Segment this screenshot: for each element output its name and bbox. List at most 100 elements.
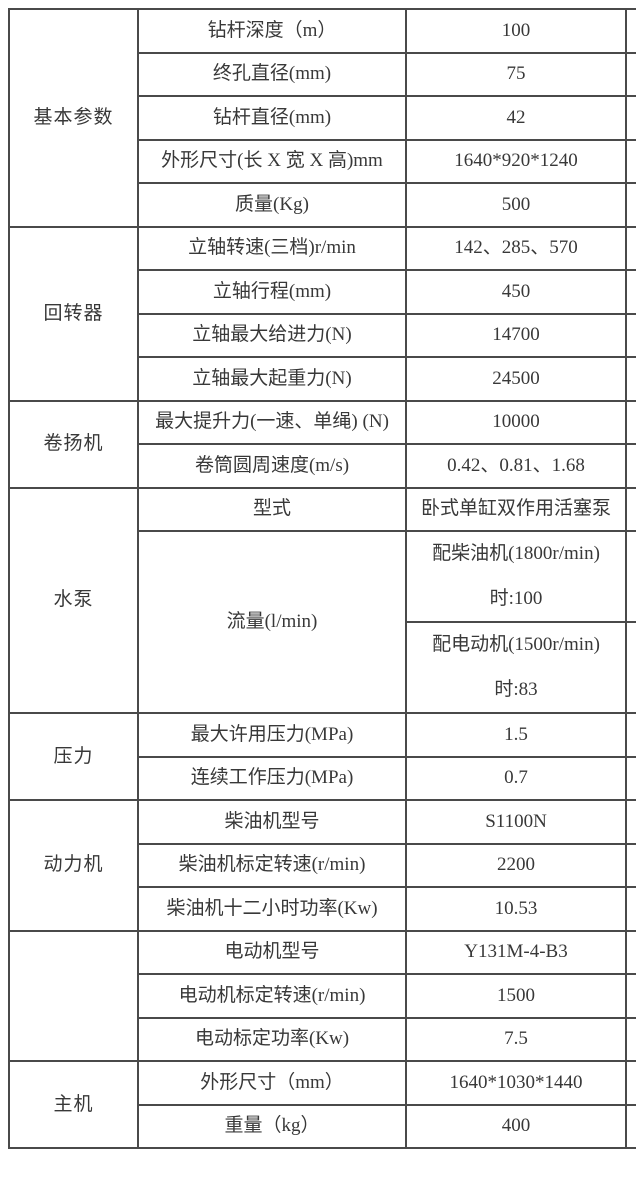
flow-diesel-line2: 时:100 (489, 587, 543, 609)
param-value: 24500 (405, 356, 627, 402)
grid-stub (625, 530, 636, 623)
category-cell-water-pump: 水泵 (8, 486, 139, 714)
param-label: 柴油机型号 (137, 799, 407, 845)
grid-stub (625, 486, 636, 532)
grid-stub (625, 95, 636, 141)
grid-stub (625, 799, 636, 845)
category-cell-pressure: 压力 (8, 712, 139, 801)
table-row: 水泵 型式 卧式单缸双作用活塞泵 (8, 486, 636, 714)
grid-stub (625, 842, 636, 888)
table-row: 重量（kg） 400 (9, 1103, 636, 1149)
grid-stub (625, 312, 636, 358)
param-label: 连续工作压力(MPa) (137, 755, 407, 801)
table-row: 卷筒圆周速度(m/s) 0.42、0.81、1.68 (9, 443, 636, 489)
grid-stub (625, 443, 636, 489)
param-value-flow-diesel: 配柴油机(1800r/min) 时:100 (405, 530, 627, 623)
grid-stub (625, 8, 636, 54)
param-value: 42 (405, 95, 627, 141)
flow-electric-line1: 配电动机(1500r/min) (432, 634, 600, 655)
param-value: 100 (405, 8, 627, 54)
param-label: 电动标定功率(Kw) (137, 1016, 407, 1062)
category-cell-winch: 卷扬机 (8, 399, 139, 489)
flow-diesel-line1: 配柴油机(1800r/min) (432, 543, 600, 564)
category-cell-rotator: 回转器 (8, 225, 139, 402)
table-row: 立轴最大起重力(N) 24500 (9, 356, 636, 402)
table-row: 柴油机标定转速(r/min) 2200 (9, 842, 636, 888)
grid-stub (625, 755, 636, 801)
grid-stub (625, 1103, 636, 1149)
category-cell-empty (8, 929, 139, 1062)
grid-stub (625, 51, 636, 97)
table-row: 柴油机十二小时功率(Kw) 10.53 (9, 886, 636, 932)
table-row: 立轴最大给进力(N) 14700 (9, 312, 636, 358)
param-label: 柴油机标定转速(r/min) (137, 842, 407, 888)
param-label: 电动机型号 (137, 929, 407, 975)
table-row: 卷扬机 最大提升力(一速、单绳) (N) 10000 (8, 399, 636, 489)
param-label: 最大提升力(一速、单绳) (N) (137, 399, 407, 445)
grid-stub (625, 269, 636, 315)
param-value: 142、285、570 (405, 225, 627, 271)
param-value: 1.5 (405, 712, 627, 758)
table-row: 主机 外形尺寸（mm） 1640*1030*1440 (8, 1060, 636, 1149)
table-row: 电动机标定转速(r/min) 1500 (9, 973, 636, 1019)
param-value: 500 (405, 182, 627, 228)
table-row: 连续工作压力(MPa) 0.7 (9, 755, 636, 801)
grid-stub (625, 621, 636, 714)
category-cell-power-unit: 动力机 (8, 799, 139, 932)
table-row: 电动标定功率(Kw) 7.5 (9, 1016, 636, 1062)
param-label: 重量（kg） (137, 1103, 407, 1149)
param-label-flow: 流量(l/min) (137, 530, 407, 714)
param-value: 7.5 (405, 1016, 627, 1062)
param-value: 10.53 (405, 886, 627, 932)
table-row: 外形尺寸(长 X 宽 X 高)mm 1640*920*1240 (9, 138, 636, 184)
table-row: 配电动机(1500r/min) 时:83 (9, 621, 636, 714)
param-label: 外形尺寸（mm） (137, 1060, 407, 1106)
grid-stub (625, 929, 636, 975)
param-value: 0.7 (405, 755, 627, 801)
param-label: 外形尺寸(长 X 宽 X 高)mm (137, 138, 407, 184)
param-value: Y131M-4-B3 (405, 929, 627, 975)
grid-stub (625, 886, 636, 932)
grid-stub (625, 1016, 636, 1062)
category-cell-basic-params: 基本参数 (8, 8, 139, 228)
param-label: 钻杆深度（m） (137, 8, 407, 54)
param-value: 75 (405, 51, 627, 97)
param-value: 1640*1030*1440 (405, 1060, 627, 1106)
category-cell-main-machine: 主机 (8, 1060, 139, 1149)
param-value-flow-electric: 配电动机(1500r/min) 时:83 (405, 621, 627, 714)
param-value: S1100N (405, 799, 627, 845)
table-row: 立轴行程(mm) 450 (9, 269, 636, 315)
table-row: 回转器 立轴转速(三档)r/min 142、285、570 (8, 225, 636, 402)
spec-table: 基本参数 钻杆深度（m） 100 终孔直径(mm) 75 钻杆直径(mm) 42… (8, 8, 636, 1149)
param-value: 10000 (405, 399, 627, 445)
table-row: 质量(Kg) 500 (9, 182, 636, 228)
param-label: 终孔直径(mm) (137, 51, 407, 97)
param-label: 电动机标定转速(r/min) (137, 973, 407, 1019)
param-value: 14700 (405, 312, 627, 358)
table-row: 终孔直径(mm) 75 (9, 51, 636, 97)
param-value: 1640*920*1240 (405, 138, 627, 184)
grid-stub (625, 356, 636, 402)
table-row: 基本参数 钻杆深度（m） 100 (8, 8, 636, 228)
param-label: 立轴最大给进力(N) (137, 312, 407, 358)
param-value: 1500 (405, 973, 627, 1019)
table-row: 钻杆直径(mm) 42 (9, 95, 636, 141)
param-value: 450 (405, 269, 627, 315)
param-value: 卧式单缸双作用活塞泵 (405, 486, 627, 532)
grid-stub (625, 399, 636, 445)
flow-electric-line2: 时:83 (494, 678, 538, 700)
grid-stub (625, 712, 636, 758)
param-label: 柴油机十二小时功率(Kw) (137, 886, 407, 932)
grid-stub (625, 182, 636, 228)
table-row: 流量(l/min) 配柴油机(1800r/min) 时:100 (9, 530, 636, 714)
param-label: 卷筒圆周速度(m/s) (137, 443, 407, 489)
grid-stub (625, 138, 636, 184)
table-row: 动力机 柴油机型号 S1100N (8, 799, 636, 932)
grid-stub (625, 973, 636, 1019)
grid-stub (625, 225, 636, 271)
param-label: 最大许用压力(MPa) (137, 712, 407, 758)
table-row: 电动机型号 Y131M-4-B3 (8, 929, 636, 1062)
page: 基本参数 钻杆深度（m） 100 终孔直径(mm) 75 钻杆直径(mm) 42… (8, 8, 636, 1149)
param-label: 型式 (137, 486, 407, 532)
param-value: 2200 (405, 842, 627, 888)
